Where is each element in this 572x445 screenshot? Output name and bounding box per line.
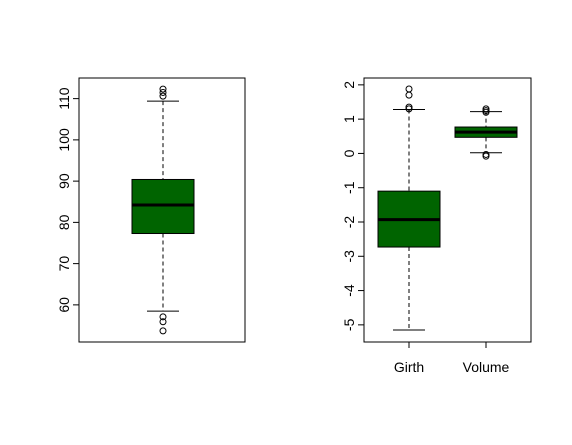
y-tick-label: 60 xyxy=(56,297,72,313)
y-tick-label: 0 xyxy=(341,149,357,157)
y-tick-label: -4 xyxy=(341,284,357,297)
outlier-point xyxy=(405,103,413,111)
y-tick-label: -2 xyxy=(341,216,357,229)
y-tick-label: 70 xyxy=(56,256,72,272)
outlier-point xyxy=(159,313,167,321)
panel-1: 60 70 80 90 100 110 xyxy=(56,77,246,343)
y-tick-label: 2 xyxy=(341,81,357,89)
outlier-point xyxy=(405,85,413,93)
outlier-point xyxy=(482,150,490,158)
outlier-point xyxy=(159,88,167,96)
y-tick-label: 110 xyxy=(56,87,72,110)
outlier-point xyxy=(159,92,167,100)
panel-2: -5 -4 -3 -2 -1 0 1 2 Girth Volume xyxy=(341,77,532,375)
outlier-point xyxy=(482,105,490,113)
y-tick-label: -5 xyxy=(341,318,357,331)
y-tick-label: 100 xyxy=(56,128,72,152)
x-tick-label: Girth xyxy=(394,359,424,375)
outlier-point xyxy=(159,318,167,326)
outlier-point xyxy=(159,85,167,93)
y-tick-label: 90 xyxy=(56,173,72,189)
y-tick-label: -3 xyxy=(341,250,357,263)
y-tick-label: 80 xyxy=(56,214,72,230)
y-tick-label: 1 xyxy=(341,115,357,123)
y-tick-label: -1 xyxy=(341,181,357,194)
box-girth xyxy=(377,85,441,331)
box-volume xyxy=(454,105,518,160)
x-tick-label: Volume xyxy=(463,359,510,375)
outlier-point xyxy=(159,327,167,335)
box-series xyxy=(131,85,195,335)
